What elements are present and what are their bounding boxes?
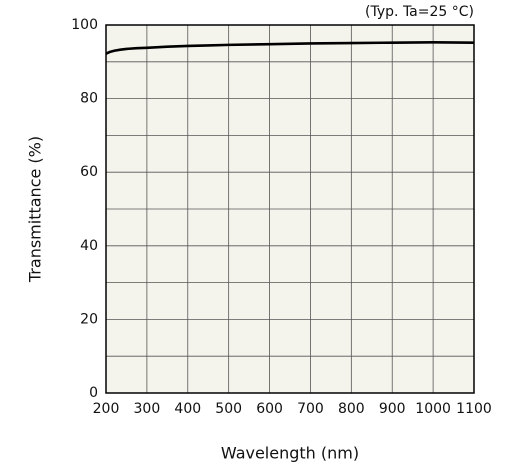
y-tick-label: 100: [71, 17, 98, 33]
x-axis-title: Wavelength (nm): [221, 444, 359, 463]
y-tick-label: 60: [80, 164, 98, 180]
x-tick-label: 400: [174, 401, 201, 417]
y-tick-label: 0: [89, 385, 98, 401]
y-axis-title: Transmittance (%): [26, 136, 45, 283]
y-tick-label: 20: [80, 311, 98, 327]
annotation: (Typ. Ta=25 °C): [365, 4, 474, 20]
plot-frame: [105, 24, 475, 394]
x-tick-label: 300: [134, 401, 161, 417]
x-tick-label: 1000: [415, 401, 451, 417]
data-line: [105, 41, 475, 55]
x-tick-label: 700: [297, 401, 324, 417]
x-tick-label: 1100: [456, 401, 492, 417]
x-tick-label: 500: [215, 401, 242, 417]
y-tick-label: 40: [80, 238, 98, 254]
x-tick-label: 900: [379, 401, 406, 417]
x-tick-label: 200: [93, 401, 120, 417]
y-tick-label: 80: [80, 91, 98, 107]
x-tick-label: 600: [256, 401, 283, 417]
x-tick-label: 800: [338, 401, 365, 417]
